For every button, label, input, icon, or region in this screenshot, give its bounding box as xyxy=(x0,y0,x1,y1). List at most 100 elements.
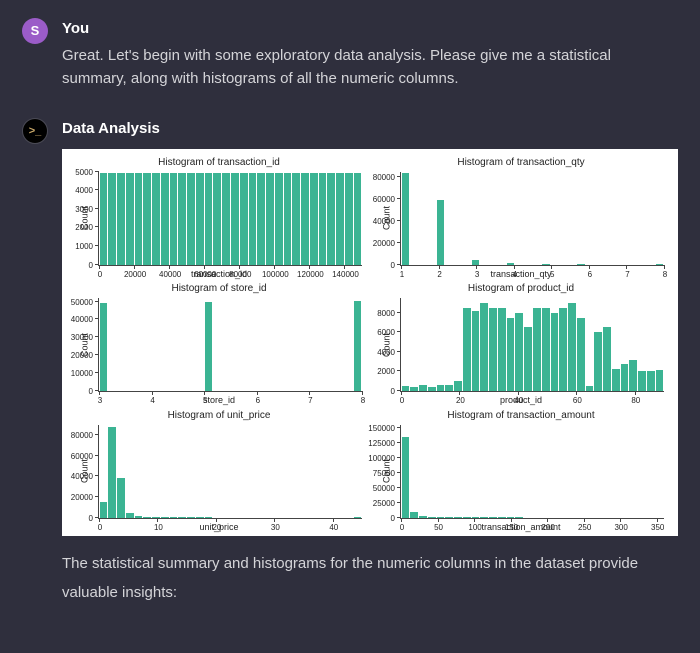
bar xyxy=(222,173,230,264)
bar xyxy=(542,264,550,265)
y-tick-label: 60000 xyxy=(71,451,93,463)
bar xyxy=(568,303,576,391)
y-tick-label: 75000 xyxy=(373,468,395,480)
x-tick-label: 4 xyxy=(150,395,154,407)
bar xyxy=(594,332,602,391)
assistant-avatar: >_ xyxy=(22,118,48,144)
bar xyxy=(100,303,108,391)
bar xyxy=(135,173,143,264)
bar xyxy=(257,173,265,264)
axes: Count020000400006000080000010203040 xyxy=(98,425,362,519)
bar xyxy=(428,387,436,391)
axes: Count02000040000600008000012345678 xyxy=(400,172,664,266)
user-message-body: You Great. Let's begin with some explora… xyxy=(62,18,678,90)
bar xyxy=(629,360,637,391)
x-tick-label: 0 xyxy=(400,522,404,534)
x-tick-label: 1 xyxy=(400,269,404,281)
x-tick: 5 xyxy=(204,391,205,395)
x-tick-label: 20 xyxy=(212,522,221,534)
bar xyxy=(108,427,116,518)
bar xyxy=(445,385,453,391)
x-tick-label: 200 xyxy=(541,522,554,534)
x-tick: 140000 xyxy=(344,265,345,269)
x-tick: 0 xyxy=(99,265,100,269)
x-tick: 80000 xyxy=(239,265,240,269)
x-tick-label: 40 xyxy=(329,522,338,534)
x-tick: 20 xyxy=(459,391,460,395)
y-tick-label: 80000 xyxy=(71,430,93,442)
bar xyxy=(178,173,186,264)
bar xyxy=(284,173,292,264)
bar xyxy=(117,173,125,264)
bar xyxy=(100,173,108,264)
x-tick: 250 xyxy=(584,518,585,522)
x-tick: 350 xyxy=(657,518,658,522)
y-tick-label: 150000 xyxy=(368,423,395,435)
x-tick-label: 300 xyxy=(614,522,627,534)
assistant-message: >_ Data Analysis Histogram of transactio… xyxy=(22,118,678,607)
x-tick-label: 5 xyxy=(550,269,554,281)
x-axis-label: store_id xyxy=(68,394,370,408)
x-tick: 0 xyxy=(401,518,402,522)
axes: Count01000200030004000500002000040000600… xyxy=(98,172,362,266)
bar xyxy=(301,173,309,264)
bar xyxy=(187,173,195,264)
subplot-store-id: Histogram of store_idCount01000020000300… xyxy=(68,281,370,408)
subplot-product-id: Histogram of product_idCount020004000600… xyxy=(370,281,672,408)
y-tick-label: 0 xyxy=(89,513,93,525)
x-tick-label: 10 xyxy=(154,522,163,534)
x-tick: 60000 xyxy=(204,265,205,269)
x-tick: 1 xyxy=(401,265,402,269)
x-tick-label: 7 xyxy=(308,395,312,407)
bar xyxy=(126,173,134,264)
bar xyxy=(410,387,418,391)
bar xyxy=(231,173,239,264)
x-tick-label: 0 xyxy=(400,395,404,407)
y-tick-label: 0 xyxy=(391,386,395,398)
x-tick: 3 xyxy=(99,391,100,395)
bar xyxy=(524,327,532,391)
histogram-grid: Histogram of transaction_idCount01000200… xyxy=(62,149,678,537)
subplot-title: Histogram of transaction_amount xyxy=(370,408,672,423)
bars xyxy=(99,425,362,518)
x-tick-label: 20 xyxy=(456,395,465,407)
user-avatar-letter: S xyxy=(31,21,40,41)
x-tick-label: 3 xyxy=(98,395,102,407)
y-tick-label: 40000 xyxy=(71,471,93,483)
x-tick-label: 100000 xyxy=(262,269,289,281)
bar xyxy=(319,173,327,264)
y-tick-label: 10000 xyxy=(71,368,93,380)
x-tick: 100 xyxy=(474,518,475,522)
x-tick: 6 xyxy=(589,265,590,269)
bar xyxy=(205,173,213,264)
user-text: Great. Let's begin with some exploratory… xyxy=(62,44,678,91)
bar xyxy=(656,370,664,391)
y-tick-label: 0 xyxy=(391,513,395,525)
y-tick-label: 60000 xyxy=(373,194,395,206)
y-tick-label: 1000 xyxy=(75,241,93,253)
bar xyxy=(126,513,134,517)
bar xyxy=(507,263,515,265)
y-tick-label: 2000 xyxy=(75,222,93,234)
bar xyxy=(472,260,480,264)
user-author: You xyxy=(62,18,678,41)
x-tick: 50 xyxy=(438,518,439,522)
y-tick-label: 20000 xyxy=(373,238,395,250)
x-tick: 300 xyxy=(620,518,621,522)
bar xyxy=(170,173,178,264)
bar xyxy=(621,364,629,391)
bar xyxy=(205,302,213,391)
bars xyxy=(401,172,664,265)
assistant-summary: The statistical summary and histograms f… xyxy=(62,550,678,607)
subplot-transaction-id: Histogram of transaction_idCount01000200… xyxy=(68,155,370,282)
x-axis-label: transaction_id xyxy=(68,268,370,282)
y-tick-label: 40000 xyxy=(373,216,395,228)
bar xyxy=(266,173,274,264)
bar xyxy=(454,381,462,391)
bars xyxy=(401,298,664,391)
y-tick-label: 125000 xyxy=(368,438,395,450)
assistant-message-body: Data Analysis Histogram of transaction_i… xyxy=(62,118,678,607)
bar xyxy=(100,502,108,518)
x-tick-label: 4 xyxy=(512,269,516,281)
x-tick: 4 xyxy=(514,265,515,269)
